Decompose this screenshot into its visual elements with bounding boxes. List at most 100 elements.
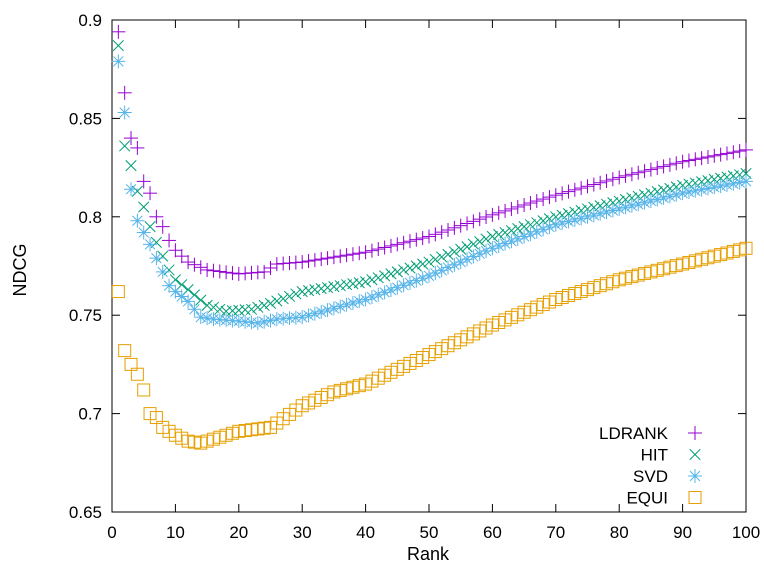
data-point [136, 225, 151, 240]
x-tick-label: 20 [229, 523, 248, 542]
data-point [480, 233, 492, 245]
x-tick-label: 30 [293, 523, 312, 542]
legend-label: HIT [641, 446, 668, 465]
data-point [193, 260, 208, 275]
data-point [555, 216, 570, 231]
data-point [707, 148, 722, 163]
data-point [448, 246, 460, 258]
x-tick-label: 100 [732, 523, 760, 542]
data-point [580, 209, 595, 224]
data-point [290, 288, 302, 300]
data-point [258, 299, 270, 311]
data-point [719, 177, 734, 192]
data-point [244, 315, 259, 330]
data-point [586, 177, 601, 192]
data-point [358, 245, 373, 260]
data-point [739, 174, 753, 189]
data-point [662, 189, 677, 204]
series-ldrank [111, 24, 753, 281]
data-point [555, 186, 570, 201]
data-point [391, 266, 403, 278]
data-point [200, 311, 215, 326]
y-tick-label: 0.9 [78, 11, 102, 30]
data-point [385, 268, 397, 280]
data-point [149, 251, 164, 266]
data-point [409, 232, 424, 247]
data-point [504, 234, 519, 249]
data-point [130, 367, 144, 381]
data-point [195, 294, 207, 306]
data-point [383, 283, 398, 298]
data-point [301, 254, 316, 269]
data-point [637, 164, 652, 179]
data-point [529, 194, 544, 209]
data-point [518, 221, 530, 233]
data-point [111, 285, 125, 299]
data-point [574, 181, 589, 196]
data-point [491, 238, 506, 253]
data-point [512, 223, 524, 235]
data-point [157, 250, 169, 262]
data-point [618, 168, 633, 183]
data-point [219, 265, 234, 280]
data-point [498, 236, 513, 251]
data-point [371, 242, 386, 257]
data-point [264, 297, 277, 309]
data-point [130, 213, 145, 228]
data-point [624, 198, 639, 213]
data-point [593, 175, 608, 190]
legend-marker [688, 469, 702, 483]
data-point [574, 211, 589, 226]
data-point [656, 159, 671, 174]
data-point [364, 290, 379, 305]
data-point [124, 131, 139, 146]
x-axis-title: Rank [407, 544, 450, 564]
data-point [675, 154, 690, 169]
data-point [453, 255, 468, 270]
legend-marker [688, 491, 702, 504]
data-point [472, 212, 487, 227]
x-tick-label: 90 [673, 523, 692, 542]
data-points [111, 24, 753, 450]
data-point [402, 234, 417, 249]
data-point [174, 249, 189, 264]
data-point [491, 205, 506, 220]
data-point [599, 173, 614, 188]
series-svd [111, 54, 753, 331]
data-point [359, 276, 372, 288]
data-point [467, 238, 479, 250]
data-point [472, 246, 487, 261]
data-point [523, 196, 538, 211]
data-point [536, 222, 551, 237]
data-point [181, 294, 196, 309]
data-point [429, 253, 441, 266]
data-point [694, 151, 709, 166]
data-point [352, 246, 367, 261]
data-point [650, 160, 665, 175]
y-axis-title: NDCG [10, 244, 30, 297]
data-point [212, 264, 227, 279]
data-point [441, 222, 456, 237]
data-point [162, 278, 177, 293]
data-point [517, 197, 532, 212]
data-point [396, 278, 411, 293]
data-point [567, 212, 582, 227]
data-point [150, 236, 162, 248]
data-point [681, 153, 696, 168]
data-point [352, 294, 367, 309]
data-point [333, 249, 348, 264]
data-point [339, 248, 354, 263]
data-point [131, 185, 143, 197]
data-point [155, 219, 170, 234]
data-point [485, 241, 500, 256]
data-point [499, 226, 511, 239]
y-tick-label: 0.85 [69, 109, 102, 128]
data-point [461, 241, 473, 253]
data-point [307, 306, 322, 321]
data-point [358, 292, 373, 307]
data-point [307, 253, 322, 268]
data-point [688, 152, 703, 167]
data-point [396, 235, 411, 250]
data-point [434, 263, 449, 278]
